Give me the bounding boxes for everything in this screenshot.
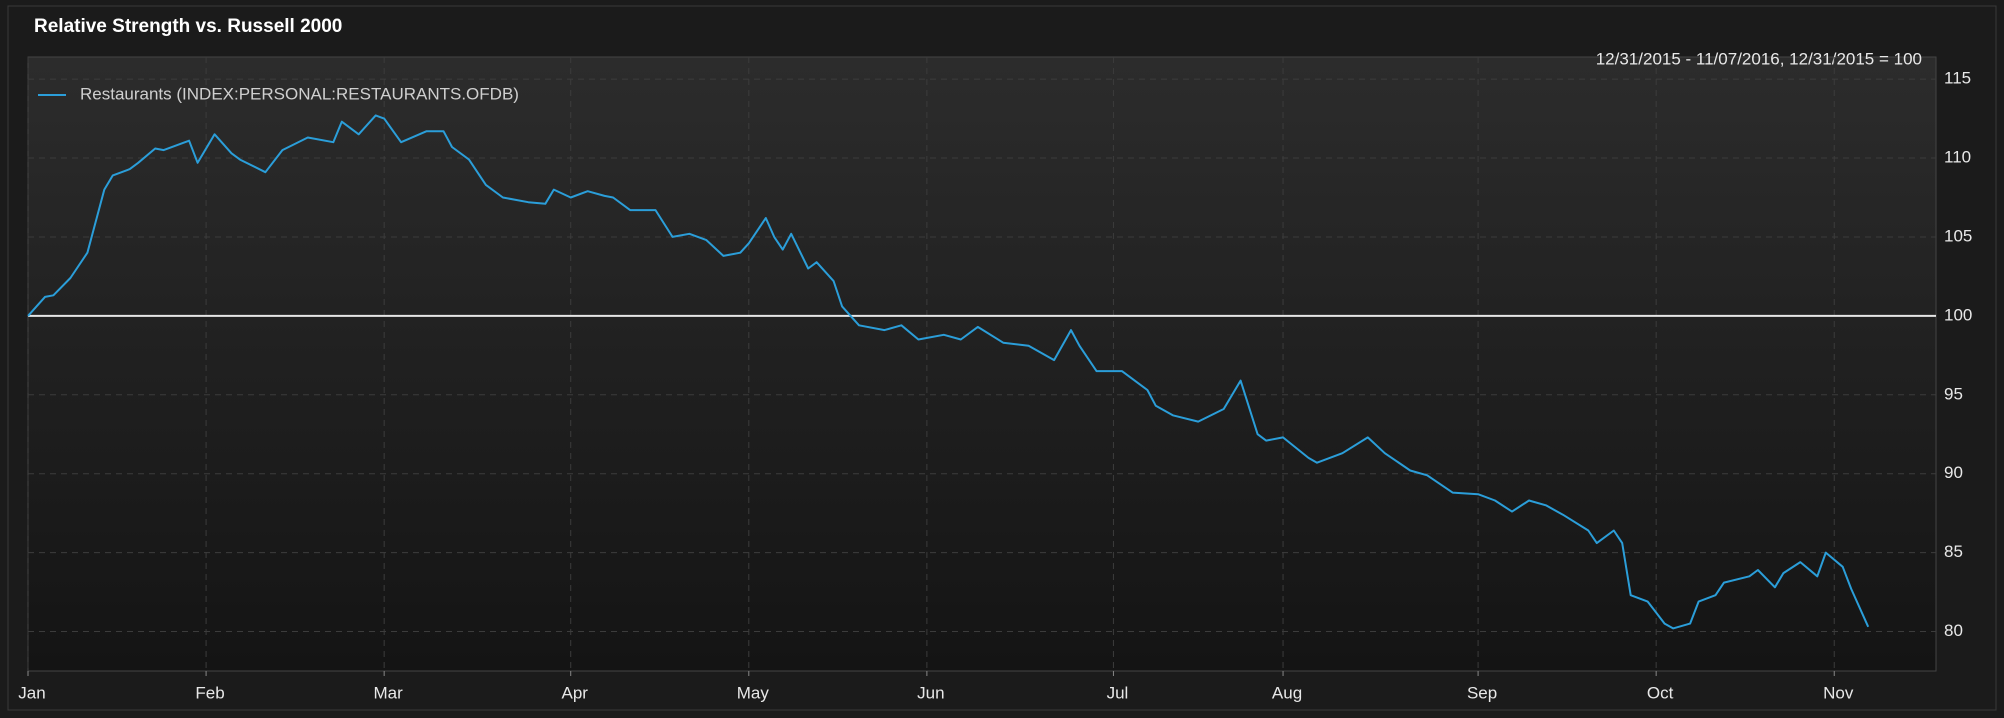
y-tick-label: 100 bbox=[1944, 305, 1972, 324]
x-tick-label: Jun bbox=[917, 683, 944, 702]
x-tick-label: Jan bbox=[18, 683, 45, 702]
y-tick-label: 115 bbox=[1944, 69, 1971, 88]
legend-label: Restaurants (INDEX:PERSONAL:RESTAURANTS.… bbox=[80, 84, 519, 103]
series-line bbox=[27, 114, 1870, 630]
x-tick-label: Oct bbox=[1647, 683, 1674, 702]
x-tick-label: May bbox=[737, 683, 770, 702]
x-tick-label: Apr bbox=[561, 683, 588, 702]
x-tick-label: Nov bbox=[1823, 683, 1854, 702]
x-tick-label: Jul bbox=[1107, 683, 1129, 702]
y-tick-label: 95 bbox=[1944, 384, 1963, 403]
chart-title: Relative Strength vs. Russell 2000 bbox=[34, 16, 342, 37]
x-tick-label: Aug bbox=[1272, 683, 1302, 702]
y-tick-label: 110 bbox=[1944, 148, 1971, 167]
plot-area bbox=[27, 56, 1937, 672]
y-tick-label: 85 bbox=[1944, 542, 1963, 561]
panel-border bbox=[7, 5, 1997, 711]
y-tick-label: 105 bbox=[1944, 226, 1972, 245]
subtitle: 12/31/2015 - 11/07/2016, 12/31/2015 = 10… bbox=[1596, 49, 1922, 68]
x-tick-label: Feb bbox=[195, 683, 224, 702]
x-tick-label: Mar bbox=[374, 683, 404, 702]
y-tick-label: 90 bbox=[1944, 463, 1963, 482]
y-tick-label: 80 bbox=[1944, 621, 1963, 640]
x-tick-label: Sep bbox=[1467, 683, 1497, 702]
